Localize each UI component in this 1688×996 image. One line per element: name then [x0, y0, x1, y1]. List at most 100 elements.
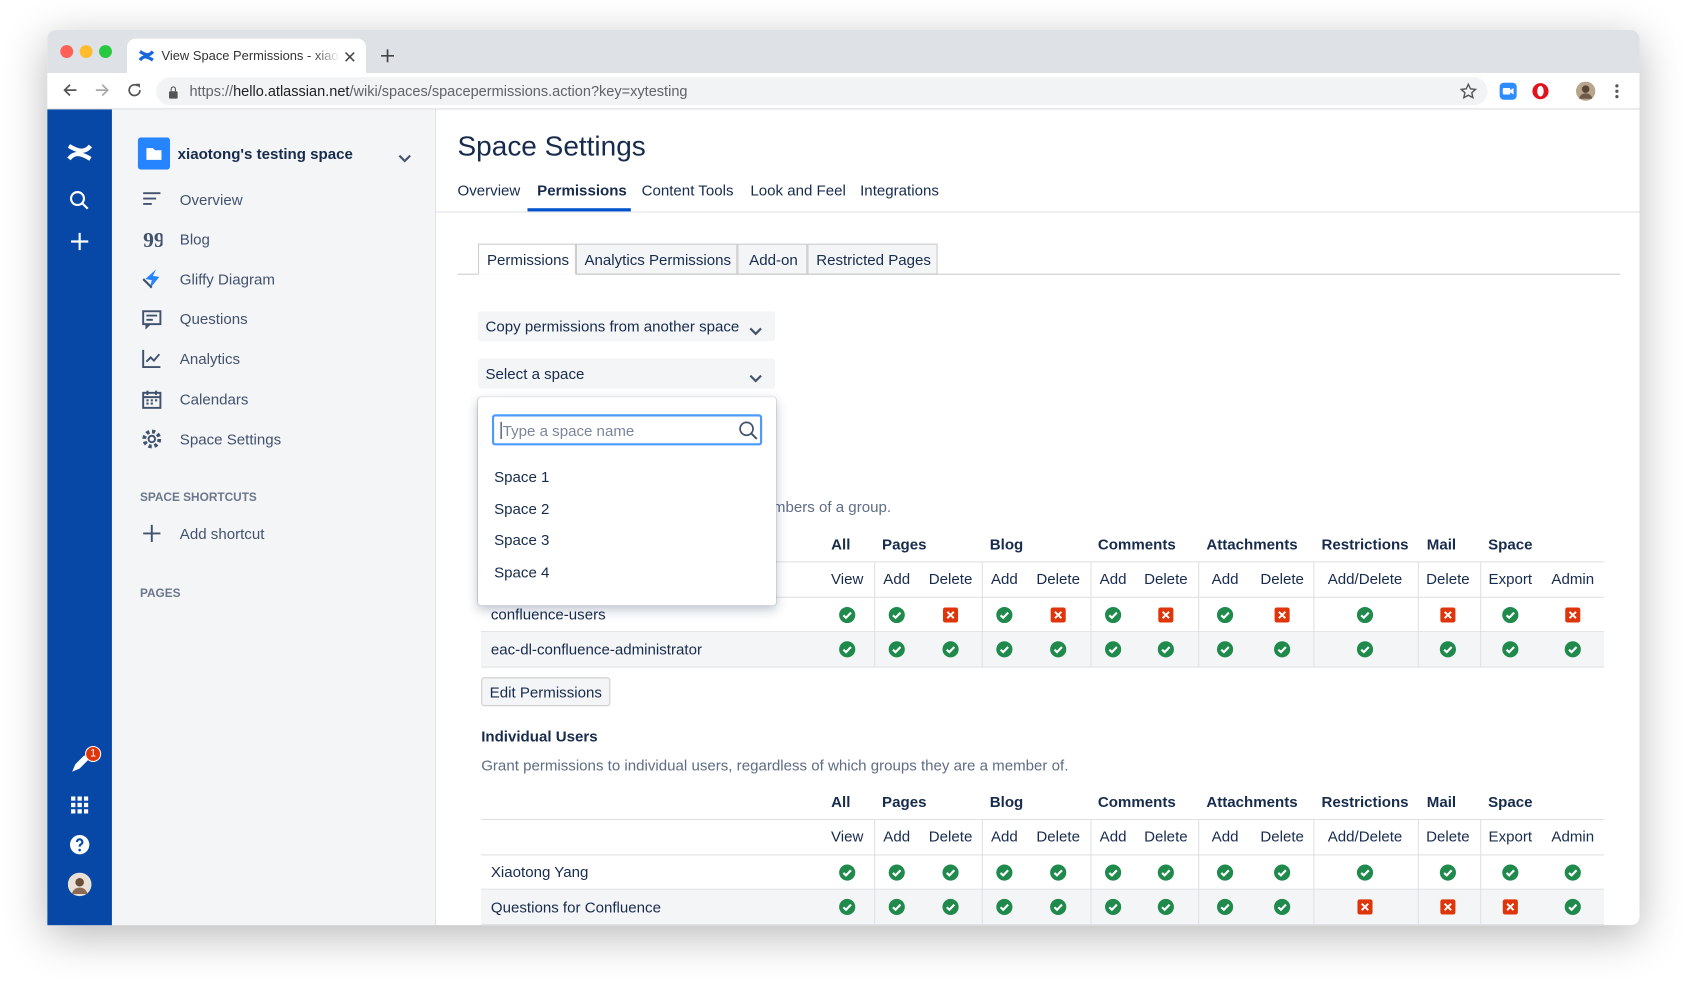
url: https://hello.atlassian.net/wiki/spaces/…: [189, 83, 687, 99]
table-row: [481, 597, 1604, 633]
subtab[interactable]: Analytics Permissions: [575, 243, 738, 275]
permission-granted: [996, 899, 1013, 916]
url-host: hello.atlassian.net: [233, 83, 350, 100]
subtab[interactable]: Permissions: [477, 243, 576, 275]
sidebar-item-icon: [141, 308, 163, 331]
column-header: Delete: [1144, 827, 1188, 845]
icon-part: [888, 641, 905, 658]
sidebar-item-icon: [141, 189, 163, 210]
copy-permissions-dropdown[interactable]: Copy permissions from another space: [477, 311, 776, 342]
permission-granted: [1273, 641, 1291, 658]
permission-granted: [1050, 899, 1067, 916]
new-tab: [380, 48, 395, 63]
browser-tab[interactable]: [127, 38, 367, 73]
subtab-label: Add-on: [749, 251, 798, 269]
settings-tab[interactable]: Overview: [457, 181, 521, 199]
omnibox[interactable]: [156, 77, 1488, 106]
icon-part: [1502, 88, 1511, 95]
icon-part: [996, 899, 1013, 916]
icon-part: [1216, 864, 1234, 881]
icon-part: [1220, 611, 1230, 619]
space-select[interactable]: Select a space: [477, 358, 776, 389]
icon-part: [1356, 641, 1374, 658]
column-group-header: Space: [1488, 535, 1533, 553]
button-label: Edit Permissions: [489, 683, 602, 701]
icon-part: [996, 606, 1013, 623]
icon-part: [888, 864, 905, 881]
sidebar-item[interactable]: Blog: [179, 230, 210, 249]
settings-tab[interactable]: Permissions: [537, 181, 627, 199]
column-header: Add/Delete: [1327, 827, 1403, 845]
icon-part: [946, 904, 956, 912]
icon-part: [83, 796, 89, 801]
icon-part: [1615, 84, 1619, 99]
permission-granted: [1050, 641, 1067, 658]
permission-granted: [839, 606, 856, 623]
icon-part: [142, 310, 162, 331]
icon-part: [1568, 610, 1577, 619]
icon-part: [1356, 606, 1374, 623]
column-group-header: Space: [1488, 793, 1533, 811]
icon-part: [892, 611, 902, 619]
url-path: /wiki/spaces/spacepermissions.action?key…: [349, 83, 688, 100]
sidebar-item[interactable]: Analytics: [179, 350, 241, 368]
permission-denied: [942, 606, 959, 623]
settings-tab[interactable]: Integrations: [860, 181, 939, 199]
settings-tab[interactable]: Content Tools: [641, 181, 734, 199]
column-header: Add: [883, 569, 911, 588]
reload-button: [126, 82, 143, 99]
permission-granted: [1356, 863, 1374, 881]
icon-part: [137, 137, 171, 170]
icon-part: [1053, 646, 1063, 654]
subtab[interactable]: Add-on: [737, 243, 808, 275]
sidebar-item[interactable]: Overview: [179, 191, 243, 209]
space-option[interactable]: Space 2: [494, 499, 550, 517]
icon-part: [78, 848, 81, 852]
add-shortcut[interactable]: Add shortcut: [179, 524, 265, 543]
icon-part: [999, 646, 1009, 654]
permission-granted: [888, 899, 905, 916]
space-icon: [137, 137, 171, 170]
icon-part: [1157, 899, 1174, 916]
subtab-label: Analytics Permissions: [584, 251, 732, 269]
sidebar-item-icon: [141, 388, 163, 409]
section-description: Grant permissions to individual users, r…: [481, 756, 1069, 774]
icon-part: [839, 864, 856, 881]
sidebar-item[interactable]: Calendars: [179, 390, 249, 408]
sidebar-item[interactable]: Space Settings: [179, 429, 282, 448]
subtab[interactable]: Restricted Pages: [807, 243, 938, 275]
space-search-input[interactable]: Type a space name: [491, 414, 763, 446]
sidebar-item[interactable]: Questions: [179, 310, 248, 328]
sidebar-item[interactable]: Gliffy Diagram: [179, 270, 275, 288]
icon-part: [398, 154, 411, 163]
bookmark-star: [1459, 82, 1478, 100]
sidebar-item-icon: [141, 269, 163, 290]
settings-tab[interactable]: Look and Feel: [750, 181, 846, 199]
icon-part: [69, 191, 86, 207]
column-separator: [1090, 818, 1092, 925]
column-header: Delete: [1036, 827, 1080, 845]
icon-part: [1161, 904, 1171, 912]
icon-part: [842, 868, 852, 877]
icon-part: [888, 899, 905, 916]
notification-count: 1: [90, 747, 97, 760]
icon-part: [381, 49, 394, 63]
space-option[interactable]: Space 3: [494, 531, 550, 549]
space-option[interactable]: Space 1: [494, 467, 550, 486]
space-option[interactable]: Space 4: [494, 563, 550, 581]
space-name[interactable]: xiaotong's testing space: [177, 144, 353, 163]
icon-part: [1505, 611, 1515, 619]
edit-permissions-button[interactable]: Edit Permissions: [481, 677, 611, 707]
icon-part: [67, 144, 93, 161]
select-label: Select a space: [485, 364, 585, 383]
icon-part: [1505, 868, 1515, 877]
icon-part: [839, 606, 856, 623]
icon-part: [1615, 89, 1619, 93]
icon-part: [142, 429, 162, 448]
column-header: Add: [1099, 569, 1127, 588]
icon-part: [72, 755, 89, 772]
permission-denied: [1502, 899, 1519, 916]
permission-granted: [1502, 641, 1519, 658]
icon-part: [1615, 84, 1619, 88]
